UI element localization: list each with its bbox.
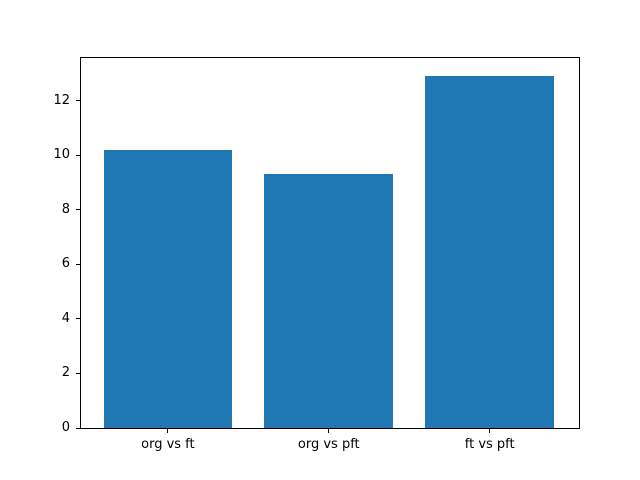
y-tick-label: 0 xyxy=(61,420,70,435)
y-tick-mark xyxy=(76,154,80,156)
x-tick-mark xyxy=(167,429,169,433)
x-tick-mark xyxy=(328,429,330,433)
x-tick-label: org vs pft xyxy=(297,437,360,452)
bar-org-vs-ft xyxy=(103,149,233,428)
plot-area: 0 2 4 6 8 10 12 org vs ft org vs pft ft vs pft xyxy=(53,57,580,452)
y-tick-mark xyxy=(76,209,80,211)
y-tick-label: 6 xyxy=(61,256,70,272)
y-tick-label: 10 xyxy=(53,147,70,163)
x-tick-label: ft vs pft xyxy=(464,437,515,452)
y-tick-mark xyxy=(76,372,80,374)
y-tick-mark xyxy=(76,427,80,429)
y-tick-label: 12 xyxy=(53,92,70,108)
x-tick-label: org vs ft xyxy=(141,437,195,452)
bar-org-vs-pft xyxy=(264,174,394,428)
y-tick-mark xyxy=(76,100,80,102)
y-tick-label: 4 xyxy=(61,310,70,326)
x-tick-mark xyxy=(489,429,491,433)
y-tick-mark xyxy=(76,318,80,320)
y-tick-mark xyxy=(76,263,80,265)
y-tick-label: 8 xyxy=(61,201,70,217)
bar-ft-vs-pft xyxy=(425,76,555,428)
y-tick-label: 2 xyxy=(61,365,70,381)
